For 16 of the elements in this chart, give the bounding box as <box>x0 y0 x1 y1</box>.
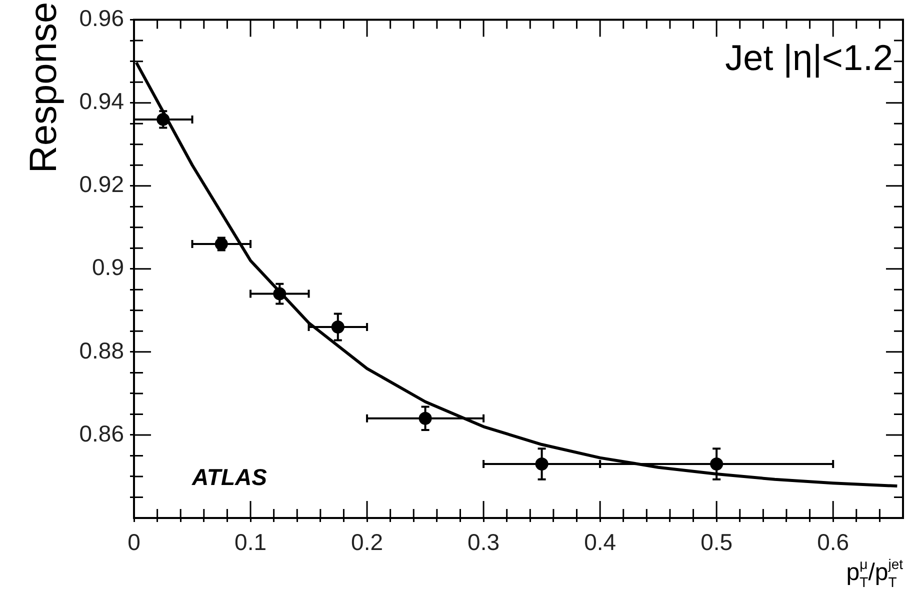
x-tick-label: 0.3 <box>468 529 500 556</box>
y-tick-label: 0.92 <box>79 171 124 198</box>
y-tick-label: 0.94 <box>79 88 124 114</box>
y-tick-label: 0.9 <box>92 254 124 280</box>
x-tick-label: 0.5 <box>700 529 733 556</box>
x-tick-label: 0.2 <box>351 529 384 556</box>
x-tick-label: 0.4 <box>584 529 616 556</box>
y-tick-label: 0.86 <box>79 420 124 446</box>
x-tick-label: 0 <box>128 529 140 556</box>
y-axis-title: Response <box>23 2 65 174</box>
annotation: ATLAS <box>191 464 268 490</box>
y-tick-label: 0.96 <box>79 5 124 32</box>
annotation: Jet |η|<1.2 <box>725 36 893 78</box>
x-tick-label: 0.6 <box>817 529 850 556</box>
y-tick-label: 0.88 <box>79 337 124 364</box>
x-tick-label: 0.1 <box>234 529 267 556</box>
